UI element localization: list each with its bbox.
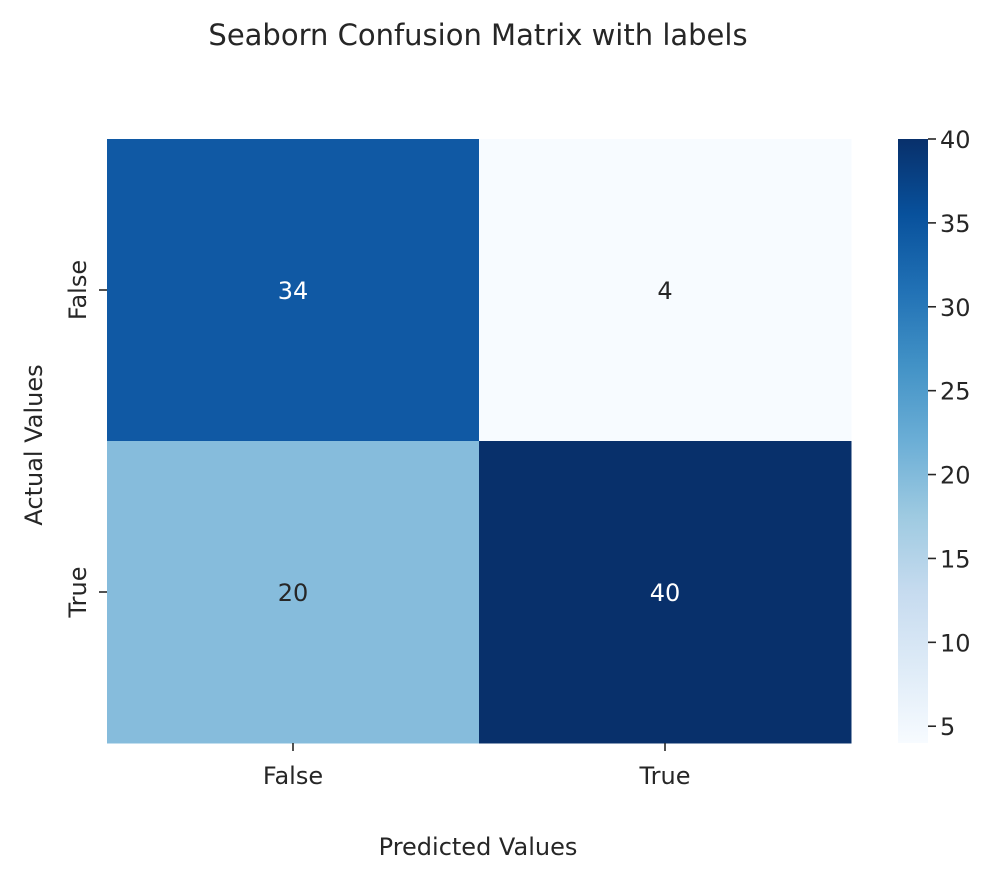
heatmap-cell-1-0 [107,441,480,744]
x-axis: False True [263,743,691,790]
colorbar-ticks: 5 10 15 20 25 30 35 40 [928,126,971,741]
colorbar-tick-label-2: 15 [940,545,971,573]
y-tick-label-0: False [64,260,92,320]
y-axis: False True [64,260,107,619]
cell-annotation-0-0: 34 [278,277,309,305]
cell-annotations: 34 4 20 40 [278,277,681,607]
colorbar-tick-label-4: 25 [940,378,971,406]
colorbar-tick-label-5: 30 [940,294,971,322]
x-tick-label-1: True [639,762,691,790]
colorbar-tick-label-7: 40 [940,126,971,154]
chart-title: Seaborn Confusion Matrix with labels [208,18,747,52]
y-axis-label: Actual Values [20,364,48,525]
colorbar-tick-label-6: 35 [940,210,971,238]
heatmap-cell-1-1 [479,441,852,744]
colorbar-tick-label-3: 20 [940,462,971,490]
cell-annotation-1-0: 20 [278,579,309,607]
cell-annotation-0-1: 4 [657,277,672,305]
heatmap-cell-0-1 [479,139,852,442]
colorbar [898,139,928,743]
colorbar-tick-label-0: 5 [940,713,955,741]
heatmap-cell-0-0 [107,139,480,442]
y-tick-label-1: True [64,567,92,619]
colorbar-tick-label-1: 10 [940,629,971,657]
x-tick-label-0: False [263,762,323,790]
heatmap-cells [107,139,852,744]
cell-annotation-1-1: 40 [650,579,681,607]
x-axis-label: Predicted Values [379,833,578,861]
